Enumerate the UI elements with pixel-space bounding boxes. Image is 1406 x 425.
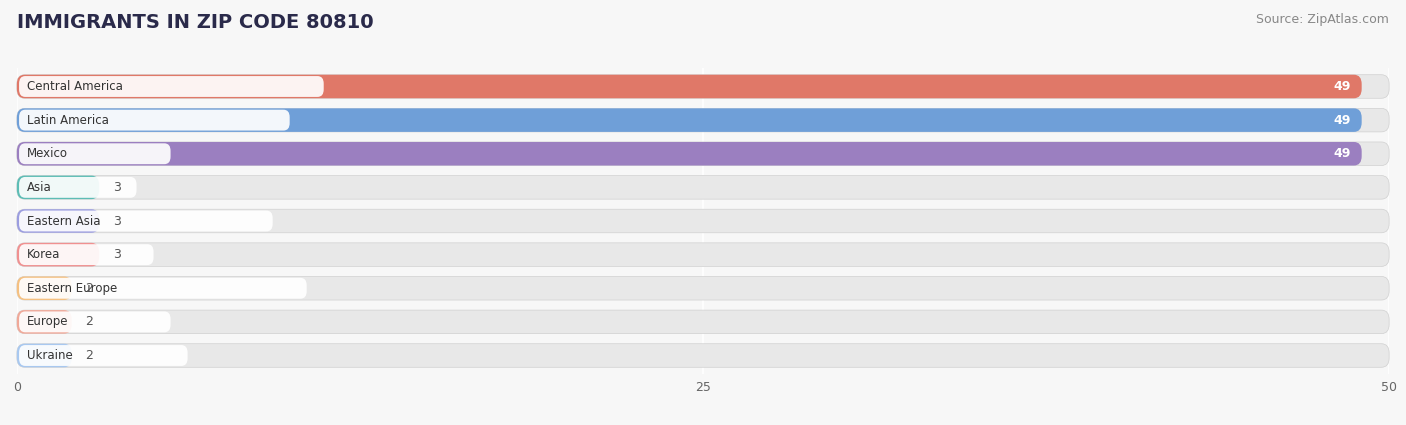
FancyBboxPatch shape (20, 177, 136, 198)
Text: Latin America: Latin America (27, 113, 110, 127)
FancyBboxPatch shape (17, 344, 1389, 367)
FancyBboxPatch shape (17, 108, 1389, 132)
FancyBboxPatch shape (17, 243, 100, 266)
Text: Eastern Asia: Eastern Asia (27, 215, 101, 227)
FancyBboxPatch shape (17, 142, 1361, 165)
FancyBboxPatch shape (17, 142, 1389, 165)
Text: 49: 49 (1333, 113, 1351, 127)
FancyBboxPatch shape (20, 210, 273, 232)
Text: Source: ZipAtlas.com: Source: ZipAtlas.com (1256, 13, 1389, 26)
Text: IMMIGRANTS IN ZIP CODE 80810: IMMIGRANTS IN ZIP CODE 80810 (17, 13, 374, 32)
FancyBboxPatch shape (17, 209, 1389, 233)
FancyBboxPatch shape (20, 244, 153, 265)
Text: 2: 2 (86, 349, 93, 362)
FancyBboxPatch shape (17, 277, 1389, 300)
Text: Korea: Korea (27, 248, 60, 261)
FancyBboxPatch shape (20, 143, 170, 164)
Text: 3: 3 (112, 215, 121, 227)
FancyBboxPatch shape (17, 209, 100, 233)
FancyBboxPatch shape (17, 344, 72, 367)
FancyBboxPatch shape (17, 176, 100, 199)
FancyBboxPatch shape (20, 110, 290, 130)
Text: Asia: Asia (27, 181, 52, 194)
Text: Ukraine: Ukraine (27, 349, 73, 362)
Text: 3: 3 (112, 181, 121, 194)
FancyBboxPatch shape (17, 277, 72, 300)
Text: Central America: Central America (27, 80, 124, 93)
FancyBboxPatch shape (20, 278, 307, 299)
Text: 2: 2 (86, 315, 93, 329)
Text: 49: 49 (1333, 147, 1351, 160)
Text: 49: 49 (1333, 80, 1351, 93)
Text: Eastern Europe: Eastern Europe (27, 282, 118, 295)
FancyBboxPatch shape (17, 75, 1389, 98)
FancyBboxPatch shape (20, 312, 170, 332)
FancyBboxPatch shape (17, 243, 1389, 266)
Text: 2: 2 (86, 282, 93, 295)
FancyBboxPatch shape (17, 108, 1361, 132)
Text: 3: 3 (112, 248, 121, 261)
FancyBboxPatch shape (20, 76, 323, 97)
Text: Europe: Europe (27, 315, 69, 329)
FancyBboxPatch shape (20, 345, 187, 366)
FancyBboxPatch shape (17, 176, 1389, 199)
FancyBboxPatch shape (17, 75, 1361, 98)
FancyBboxPatch shape (17, 310, 72, 334)
FancyBboxPatch shape (17, 310, 1389, 334)
Text: Mexico: Mexico (27, 147, 69, 160)
